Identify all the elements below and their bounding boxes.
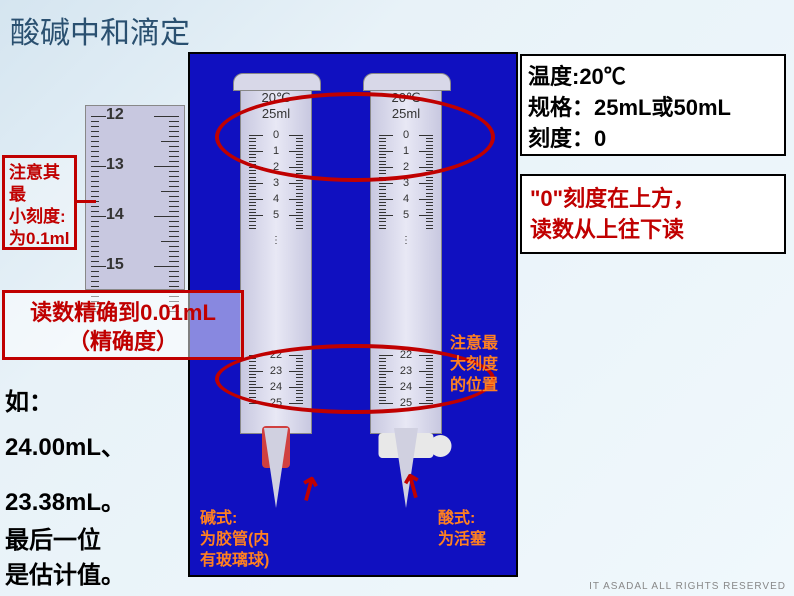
- callout-precision: 读数精确到0.01mL（精确度）: [2, 290, 244, 360]
- note-alkaline: 碱式:为胶管(内有玻璃球): [200, 509, 350, 571]
- example-label: 如：: [5, 385, 53, 421]
- example-value: 24.00mL、: [5, 430, 125, 466]
- info-zero: "0"刻度在上方，读数从上往下读: [520, 174, 786, 254]
- example-note: 是估计值。: [5, 558, 125, 594]
- info-specs: 温度:20℃规格：25mL或50mL刻度：0: [520, 54, 786, 156]
- burette-tip: [264, 428, 288, 508]
- example-note: 最后一位: [5, 523, 101, 559]
- arrow-icon: ↗: [287, 465, 329, 511]
- highlight-oval-top: [215, 92, 495, 182]
- copyright-footer: IT ASADAL ALL RIGHTS RESERVED: [589, 581, 786, 592]
- callout-min-scale: 注意其最小刻度:为0.1ml: [2, 155, 77, 250]
- burette-top: [363, 73, 451, 91]
- example-value: 23.38mL。: [5, 485, 125, 521]
- note-max-scale: 注意最大刻度的位置: [450, 334, 518, 396]
- note-acid: 酸式:为活塞: [438, 509, 518, 551]
- zoom-ruler: 12131415: [85, 105, 185, 290]
- burette-top: [233, 73, 321, 91]
- page-title: 酸碱中和滴定: [10, 8, 190, 52]
- connector-line: [76, 200, 96, 203]
